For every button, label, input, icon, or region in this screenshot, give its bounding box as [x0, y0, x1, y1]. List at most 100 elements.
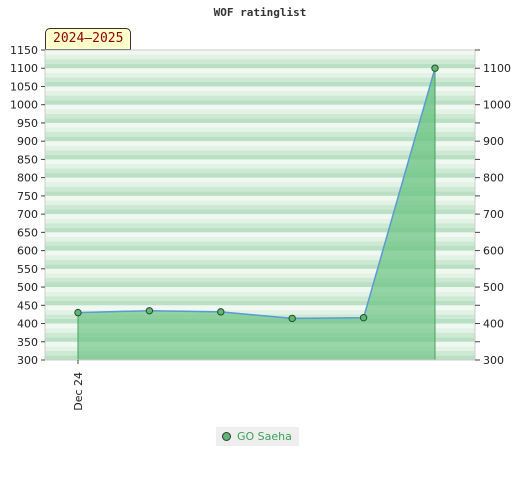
- y-tick-label-right: 1100: [483, 62, 511, 75]
- data-point: [359, 313, 368, 322]
- legend[interactable]: GO Saeha: [216, 427, 299, 446]
- grid-band: [45, 163, 475, 169]
- y-tick-label-left: 700: [17, 208, 38, 221]
- grid-band: [45, 159, 475, 164]
- y-tick-label-left: 350: [17, 336, 38, 349]
- grid-band: [45, 118, 475, 123]
- grid-band: [45, 150, 475, 155]
- grid-band: [45, 145, 475, 151]
- y-tick-label-left: 550: [17, 263, 38, 276]
- y-tick-label-left: 1150: [10, 44, 38, 57]
- grid-band: [45, 132, 475, 137]
- y-tick-label-right: 500: [483, 281, 504, 294]
- grid-band: [45, 59, 475, 64]
- grid-band: [45, 68, 475, 73]
- y-tick-label-left: 1050: [10, 80, 38, 93]
- grid-band: [45, 63, 475, 69]
- grid-band: [45, 296, 475, 301]
- plot-frame: [44, 49, 476, 361]
- y-tick-label-left: 400: [17, 318, 38, 331]
- data-point: [431, 64, 439, 72]
- y-tick-label-right: 900: [483, 135, 504, 148]
- grid-band: [45, 191, 475, 196]
- y-tick-label-left: 800: [17, 172, 38, 185]
- grid-band: [45, 291, 475, 297]
- series-line: [77, 68, 436, 320]
- grid-band: [45, 81, 475, 87]
- grid-band: [45, 277, 475, 283]
- legend-marker: [222, 432, 231, 441]
- y-tick-label-right: 800: [483, 172, 504, 185]
- grid-band: [45, 186, 475, 192]
- y-tick-label-right: 400: [483, 318, 504, 331]
- y-tick-label-left: 600: [17, 245, 38, 258]
- grid-band: [45, 122, 475, 128]
- grid-band: [45, 227, 475, 233]
- grid-band: [45, 300, 475, 306]
- y-tick-label-left: 500: [17, 281, 38, 294]
- grid-band: [45, 168, 475, 174]
- grid-band: [45, 246, 475, 251]
- grid-band: [45, 113, 475, 119]
- data-point: [145, 307, 154, 315]
- grid-band: [45, 173, 475, 178]
- y-tick-label-left: 900: [17, 135, 38, 148]
- grid-band: [45, 264, 475, 269]
- chart-title: WOF ratinglist: [213, 6, 307, 19]
- grid-band: [45, 86, 475, 92]
- grid-band: [45, 282, 475, 288]
- grid-band: [45, 200, 475, 205]
- x-tick-label: Dec 24: [72, 372, 85, 411]
- grid-band: [45, 141, 475, 146]
- grid-band: [45, 195, 475, 201]
- grid-band: [45, 77, 475, 82]
- grid-band: [45, 273, 475, 278]
- grid-band: [45, 309, 475, 315]
- grid-band: [45, 236, 475, 242]
- y-tick-label-left: 1000: [10, 99, 38, 112]
- grid-band: [45, 109, 475, 114]
- legend-label: GO Saeha: [237, 430, 292, 443]
- y-tick-label-right: 700: [483, 208, 504, 221]
- grid-band: [45, 268, 475, 274]
- y-tick-label-left: 750: [17, 190, 38, 203]
- grid-band: [45, 255, 475, 260]
- data-point: [288, 314, 296, 323]
- grid-band: [45, 95, 475, 101]
- y-tick-label-left: 1100: [10, 62, 38, 75]
- grid-band: [45, 259, 475, 265]
- grid-band: [45, 305, 475, 310]
- grid-band: [45, 205, 475, 210]
- y-tick-label-left: 450: [17, 299, 38, 312]
- grid-band: [45, 214, 475, 219]
- grid-band: [45, 250, 475, 256]
- grid-band: [45, 50, 475, 55]
- grid-band: [45, 241, 475, 247]
- y-tick-label-right: 300: [483, 354, 504, 367]
- y-tick-label-left: 300: [17, 354, 38, 367]
- grid-band: [45, 182, 475, 187]
- grid-band: [45, 72, 475, 78]
- grid-band: [45, 223, 475, 228]
- grid-band: [45, 209, 475, 215]
- grid-band: [45, 154, 475, 160]
- grid-band: [45, 136, 475, 142]
- y-tick-label-right: 600: [483, 245, 504, 258]
- y-tick-label-left: 950: [17, 117, 38, 130]
- grid-band: [45, 104, 475, 110]
- grid-band: [45, 91, 475, 96]
- grid-band: [45, 54, 475, 60]
- data-point: [74, 308, 82, 317]
- grid-band: [45, 100, 475, 105]
- grid-band: [45, 177, 475, 183]
- grid-band: [45, 232, 475, 237]
- y-tick-label-left: 650: [17, 226, 38, 239]
- grid-band: [45, 127, 475, 133]
- y-tick-label-right: 1000: [483, 99, 511, 112]
- grid-band: [45, 287, 475, 292]
- grid-band: [45, 218, 475, 224]
- data-point: [217, 308, 225, 316]
- y-tick-label-left: 850: [17, 153, 38, 166]
